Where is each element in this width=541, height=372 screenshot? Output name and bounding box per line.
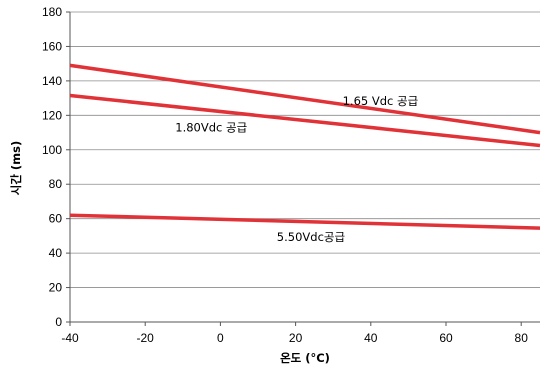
series-label-1: 1.65 Vdc 공급 <box>343 94 419 108</box>
series-line-1 <box>69 63 541 135</box>
series-labels: 1.65 Vdc 공급 1.80Vdc 공급 5.50Vdc공급 <box>175 94 418 244</box>
x-tick-label: 0 <box>217 331 224 345</box>
x-tick-label: 20 <box>289 331 303 345</box>
gridlines <box>70 11 540 288</box>
y-tick-label: 80 <box>49 177 63 191</box>
y-tick-label: 40 <box>49 246 63 260</box>
x-tick-label: -40 <box>61 331 79 345</box>
x-axis-title: 온도 (°C) <box>280 351 330 365</box>
y-tick-label: 120 <box>42 108 62 122</box>
y-tick-label: 60 <box>49 212 63 226</box>
series-line-2 <box>69 93 541 148</box>
y-tick-label: 160 <box>42 39 62 53</box>
y-tick-label: 140 <box>42 74 62 88</box>
x-tick-label: 80 <box>515 331 529 345</box>
y-tick-label: 100 <box>42 143 62 157</box>
x-tick-label: -20 <box>137 331 155 345</box>
x-tick-label: 60 <box>439 331 453 345</box>
y-axis-title: 시간 (ms) <box>9 141 23 196</box>
y-tick-label: 0 <box>55 315 62 329</box>
axes <box>66 11 540 326</box>
tick-labels: 0 20 40 60 80 100 120 140 160 180 -40 -20 0 20 40 60 80 <box>42 5 528 345</box>
series-label-2: 1.80Vdc 공급 <box>175 121 247 135</box>
series-line-3 <box>69 213 541 230</box>
y-tick-label: 180 <box>42 5 62 19</box>
x-tick-label: 40 <box>364 331 378 345</box>
series-lines <box>69 63 541 230</box>
y-tick-label: 20 <box>49 281 63 295</box>
series-label-3: 5.50Vdc공급 <box>277 230 345 244</box>
